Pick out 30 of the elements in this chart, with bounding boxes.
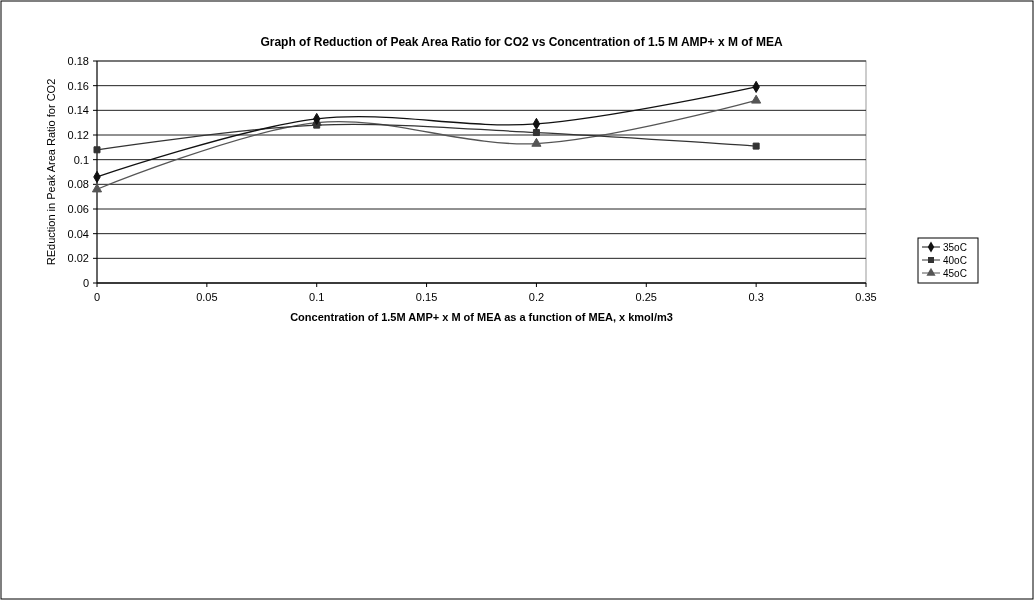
point (751, 94, 762, 104)
x-tick-label: 0.05 (196, 291, 218, 303)
legend-label: 45oC (943, 267, 967, 279)
y-tick-label: 0.16 (67, 79, 89, 92)
point (91, 183, 103, 193)
x-tick-label: 0.15 (415, 291, 438, 303)
x-axis-title: Concentration of 1.5M AMP+ x M of MEA as a function of MEA, x kmol/m3 (290, 311, 673, 323)
x-tick-label: 0.1 (309, 291, 325, 303)
chart-title: Graph of Reduction of Peak Area Ratio for CO2 vs Concentration of 1.5 M AMP+ x M of MEA (260, 35, 783, 49)
y-tick-label: 0 (82, 276, 89, 289)
x-tick-label: 0.2 (528, 291, 545, 303)
point (531, 137, 542, 147)
y-tick-label: 0.06 (67, 202, 89, 215)
y-axis-title: REduction in Peak Area Ratio for CO2 (45, 78, 57, 266)
y-tick-label: 0.08 (67, 178, 89, 191)
x-tick-label: 0.25 (635, 291, 657, 303)
legend-label: 35oC (943, 241, 967, 253)
y-tick-label: 0.12 (67, 128, 89, 141)
point (752, 142, 760, 150)
y-tick-label: 0.1 (73, 153, 89, 166)
legend-label: 40oC (943, 254, 967, 266)
x-tick-label: 0.3 (748, 291, 764, 303)
y-tick-label: 0.04 (67, 227, 89, 240)
x-tick-label: 0 (93, 291, 101, 303)
y-tick-label: 0.02 (67, 252, 89, 265)
y-tick-label: 0.14 (67, 104, 89, 117)
y-tick-label: 0.18 (67, 54, 89, 67)
x-tick-label: 0.35 (855, 291, 877, 303)
point (532, 129, 540, 137)
point (93, 146, 101, 154)
